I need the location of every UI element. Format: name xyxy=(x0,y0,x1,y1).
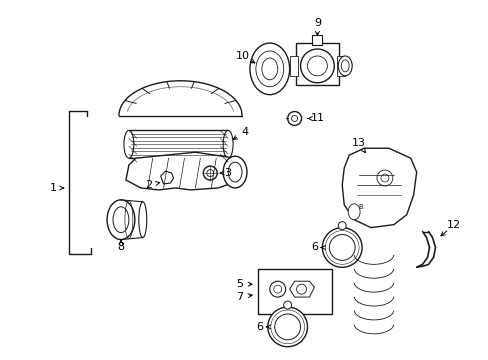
Text: 9: 9 xyxy=(313,18,320,28)
Ellipse shape xyxy=(123,130,134,158)
Text: 12: 12 xyxy=(447,220,461,230)
Text: 8: 8 xyxy=(117,243,124,252)
Ellipse shape xyxy=(107,200,135,239)
Ellipse shape xyxy=(262,58,277,80)
Ellipse shape xyxy=(249,43,289,95)
Circle shape xyxy=(269,281,285,297)
Ellipse shape xyxy=(113,207,129,233)
Text: B: B xyxy=(358,204,363,210)
Circle shape xyxy=(376,170,392,186)
Ellipse shape xyxy=(228,162,242,182)
Bar xyxy=(312,35,322,45)
Ellipse shape xyxy=(139,202,146,238)
Ellipse shape xyxy=(341,60,348,72)
Ellipse shape xyxy=(223,130,233,158)
Circle shape xyxy=(203,166,217,180)
Circle shape xyxy=(328,235,354,260)
Polygon shape xyxy=(342,148,416,228)
Text: 1: 1 xyxy=(50,183,57,193)
Text: 5: 5 xyxy=(236,279,243,289)
Bar xyxy=(295,43,339,85)
Text: 13: 13 xyxy=(351,138,366,148)
Text: 4: 4 xyxy=(241,127,248,138)
Circle shape xyxy=(338,222,346,230)
Ellipse shape xyxy=(347,204,359,220)
Text: 3: 3 xyxy=(224,168,231,178)
Bar xyxy=(129,130,228,158)
Ellipse shape xyxy=(338,56,351,76)
Ellipse shape xyxy=(223,156,246,188)
Text: 11: 11 xyxy=(310,113,324,123)
Circle shape xyxy=(287,112,301,125)
Text: 7: 7 xyxy=(236,292,243,302)
Circle shape xyxy=(291,116,297,121)
Circle shape xyxy=(283,301,291,309)
Bar xyxy=(337,56,345,76)
Text: 10: 10 xyxy=(236,51,249,61)
Circle shape xyxy=(300,49,334,83)
Text: 2: 2 xyxy=(145,180,152,190)
Polygon shape xyxy=(126,152,240,190)
Circle shape xyxy=(322,228,361,267)
Circle shape xyxy=(206,170,213,176)
Circle shape xyxy=(307,56,326,76)
Text: 6: 6 xyxy=(310,243,317,252)
Ellipse shape xyxy=(255,51,283,87)
Circle shape xyxy=(274,314,300,340)
Circle shape xyxy=(273,285,281,293)
Bar xyxy=(289,56,297,76)
Circle shape xyxy=(267,307,307,347)
Bar xyxy=(257,269,332,314)
Text: 6: 6 xyxy=(256,322,263,332)
Circle shape xyxy=(296,284,306,294)
Polygon shape xyxy=(289,281,314,297)
Polygon shape xyxy=(161,171,173,184)
Circle shape xyxy=(380,174,388,182)
